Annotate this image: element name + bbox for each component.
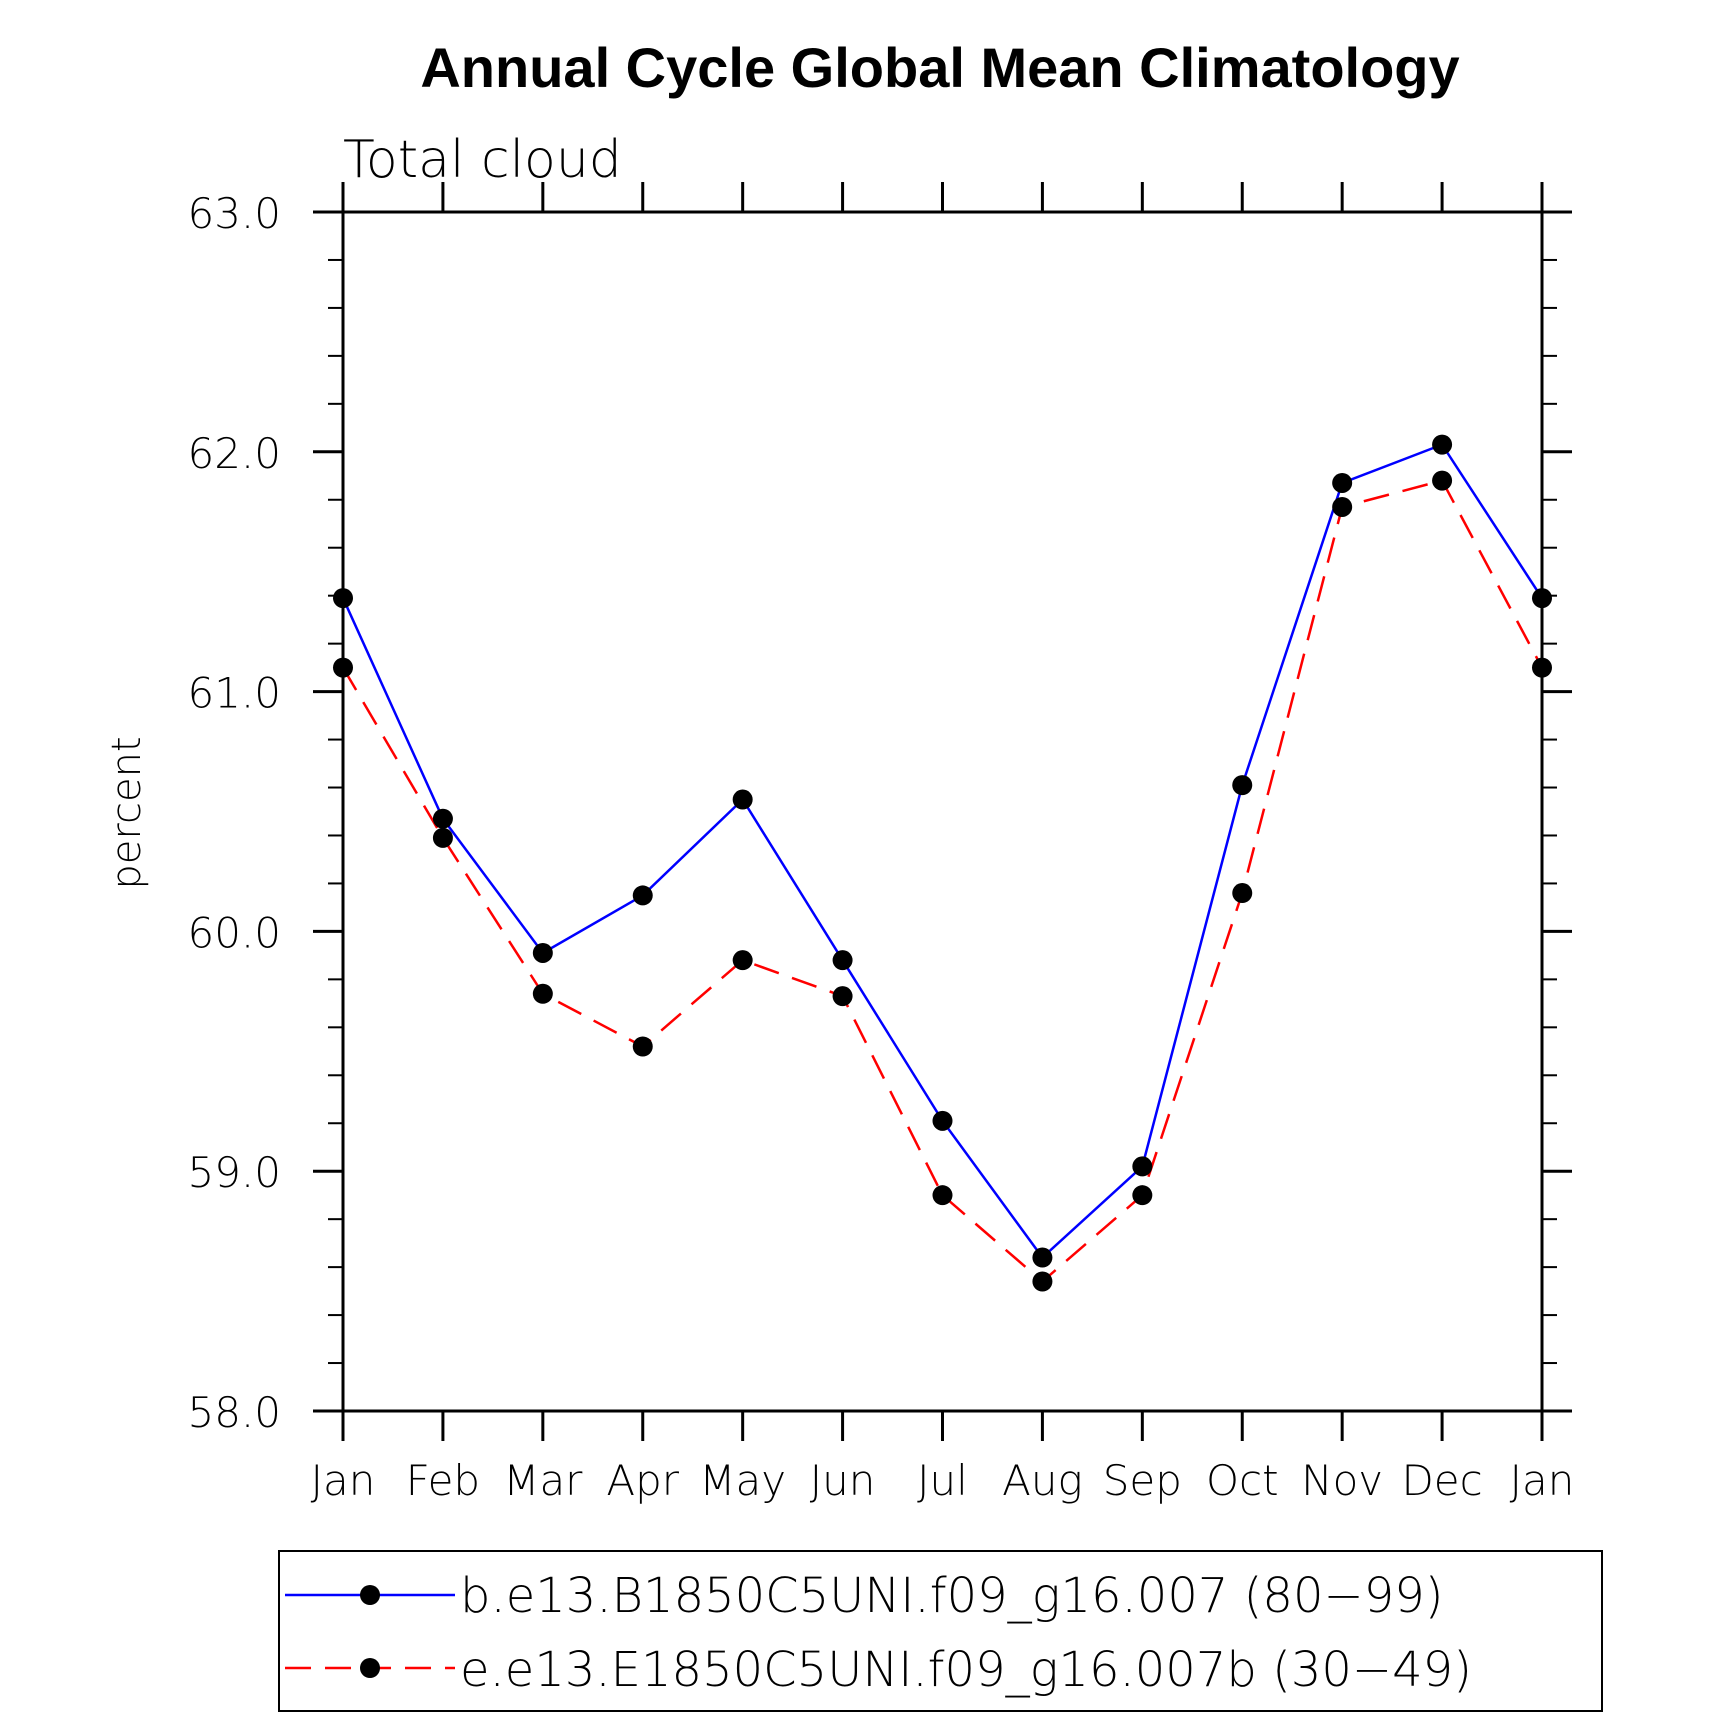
- series-1-point: [432, 808, 453, 829]
- series-1-point: [333, 588, 353, 609]
- series-2-point: [532, 983, 553, 1004]
- series-2-point: [732, 950, 753, 971]
- y-tick-label: 62.0: [187, 429, 281, 478]
- series-1-point: [1232, 775, 1253, 796]
- series-2-point: [1332, 496, 1353, 517]
- series-1-point: [932, 1110, 953, 1131]
- y-tick-label: 63.0: [187, 189, 281, 238]
- x-axis-labels: Jan Feb Mar Apr May Jun Jul Aug Sep Oct Nov Dec Jan: [311, 1456, 1575, 1505]
- axis-ticks: [313, 182, 1572, 1441]
- series-markers: [333, 434, 1552, 1292]
- series-2-point: [1032, 1271, 1053, 1292]
- plot-frame: [341, 210, 1544, 1413]
- x-tick-label: May: [699, 1456, 786, 1505]
- x-tick-label: Jul: [917, 1456, 968, 1505]
- series-1-point: [1432, 434, 1453, 455]
- y-tick-label: 58.0: [187, 1388, 281, 1437]
- x-tick-label: Nov: [1301, 1456, 1383, 1505]
- legend-label-series-1: b.e13.B1850C5UNI.f09_g16.007 (80−99): [460, 1568, 1444, 1624]
- series-2-point: [632, 1036, 653, 1057]
- series-2-point: [333, 657, 353, 678]
- series-1-point: [732, 789, 753, 810]
- series-1-point: [1032, 1247, 1053, 1268]
- x-tick-label: Feb: [406, 1456, 480, 1505]
- series-line-2: [341, 479, 1544, 1284]
- y-axis-labels: 58.0 59.0 60.0 61.0 62.0 63.0: [187, 189, 281, 1437]
- series-1-point: [832, 950, 853, 971]
- series-1-point: [1532, 588, 1552, 609]
- series-1-point: [1132, 1156, 1153, 1177]
- legend-marker-series-2: [360, 1658, 380, 1678]
- chart-subtitle: Total cloud: [343, 130, 622, 190]
- y-tick-label: 60.0: [187, 908, 281, 957]
- x-tick-label: Mar: [503, 1456, 583, 1505]
- series-1-point: [1332, 472, 1353, 493]
- series-2-point: [1232, 883, 1253, 904]
- series-2-point: [1532, 657, 1552, 678]
- legend: b.e13.B1850C5UNI.f09_g16.007 (80−99) e.e…: [278, 1550, 1603, 1712]
- series-2-point: [1432, 470, 1453, 491]
- legend-marker-series-1: [360, 1585, 380, 1605]
- legend-label-series-2: e.e13.E1850C5UNI.f09_g16.007b (30−49): [460, 1642, 1472, 1698]
- y-tick-label: 61.0: [187, 669, 281, 718]
- x-tick-label: Sep: [1103, 1456, 1182, 1505]
- series-2-point: [432, 827, 453, 848]
- x-tick-label: Dec: [1401, 1456, 1482, 1505]
- series-2-point: [1132, 1185, 1153, 1206]
- series-2-point: [832, 986, 853, 1007]
- series-lines: [341, 443, 1544, 1284]
- x-tick-label: Apr: [606, 1456, 679, 1505]
- series-1-point: [532, 942, 553, 963]
- legend-box: [278, 1550, 1603, 1712]
- x-tick-label: Jan: [1510, 1456, 1575, 1505]
- series-line-1: [341, 443, 1544, 1260]
- x-tick-label: Jun: [810, 1456, 876, 1505]
- x-tick-label: Oct: [1206, 1456, 1279, 1505]
- x-tick-label: Aug: [1002, 1456, 1083, 1505]
- series-2-point: [932, 1185, 953, 1206]
- y-axis-label: percent: [104, 736, 150, 889]
- chart-title: Annual Cycle Global Mean Climatology: [420, 36, 1459, 99]
- series-1-point: [632, 885, 653, 906]
- y-tick-label: 59.0: [187, 1148, 281, 1197]
- x-tick-label: Jan: [311, 1456, 376, 1505]
